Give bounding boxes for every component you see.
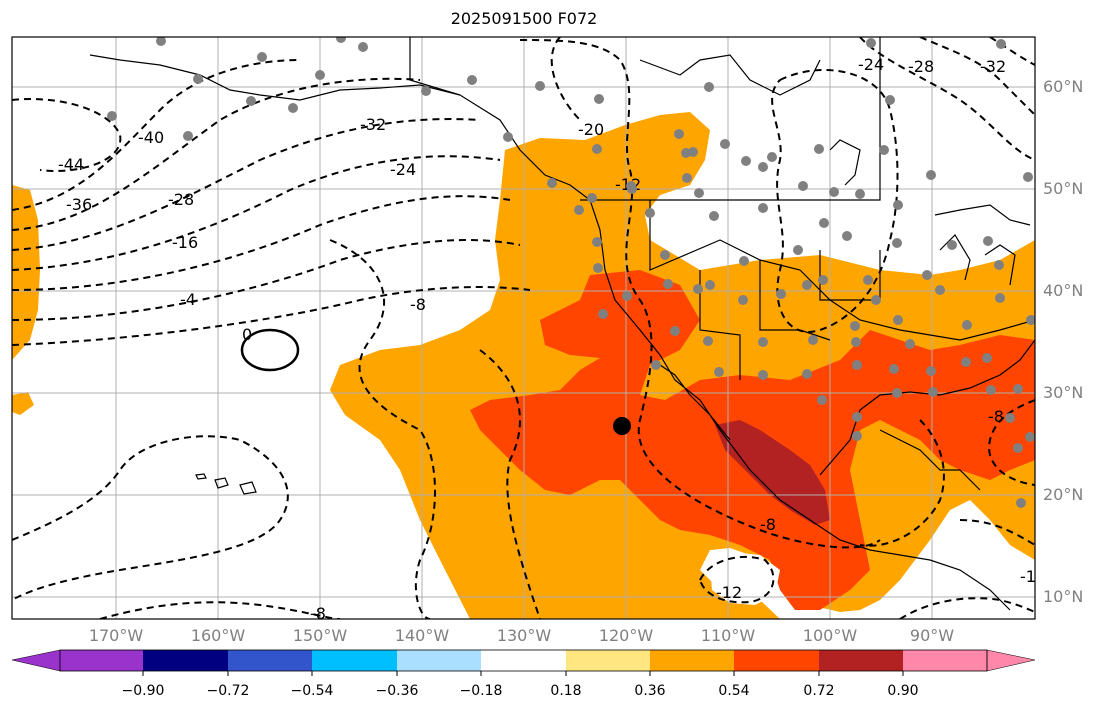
colorbar-tick-label: 0.72: [803, 683, 835, 699]
lat-label: 40°N: [1043, 281, 1084, 300]
colorbar-tick-label: 0.36: [634, 683, 666, 699]
grid: [12, 37, 1035, 619]
station-markers: [107, 37, 1035, 508]
contour-label: -8: [410, 295, 426, 314]
contour-label: -28: [168, 190, 194, 209]
contour-label: -16: [172, 233, 198, 252]
contour-label: -20: [578, 120, 604, 139]
coastlines: [89, 37, 1035, 611]
colorbar-tick-label: 0.18: [550, 683, 582, 699]
colorbar: [11, 649, 1036, 676]
lon-label: 170°W: [88, 626, 144, 645]
contour-label: -8: [988, 407, 1004, 426]
contour-label: -24: [858, 55, 884, 74]
contour-label: -24: [390, 160, 416, 179]
contour-label: -8: [310, 604, 326, 623]
colorbar-tick-label: 0.54: [718, 683, 750, 699]
fill-orange-region: [330, 112, 1035, 619]
lon-label: 130°W: [496, 626, 552, 645]
colorbar-tick-label: −0.72: [206, 683, 250, 699]
lon-label: 90°W: [909, 626, 955, 645]
lon-label: 100°W: [802, 626, 858, 645]
contour-label: -44: [58, 155, 84, 174]
contour-zero: [240, 328, 300, 372]
colorbar-tick-label: −0.90: [121, 683, 165, 699]
lat-label: 20°N: [1043, 485, 1084, 504]
contour-label: -4: [180, 290, 196, 309]
contour-label: -8: [760, 515, 776, 534]
fill-orange-left: [12, 185, 40, 360]
contour-label: -32: [360, 115, 386, 134]
fill-orange-blob: [12, 392, 34, 415]
lon-label: 110°W: [700, 626, 756, 645]
contour-label: -28: [908, 57, 934, 76]
lat-label: 60°N: [1043, 77, 1084, 96]
contour-label: -36: [66, 195, 92, 214]
colorbar-tick-label: 0.90: [887, 683, 919, 699]
colorbar-tick-label: −0.18: [459, 683, 503, 699]
contour-label: 0: [242, 325, 252, 344]
colorbar-tick-label: −0.54: [290, 683, 334, 699]
lon-label: 140°W: [394, 626, 450, 645]
map-title: 2025091500 F072: [450, 9, 598, 28]
contours: [12, 37, 1035, 619]
lat-label: 30°N: [1043, 383, 1084, 402]
colorbar-tick-label: −0.36: [375, 683, 419, 699]
contour-label: -1: [1020, 567, 1036, 586]
lat-label: 50°N: [1043, 179, 1084, 198]
lon-label: 160°W: [190, 626, 246, 645]
contour-label: -32: [980, 57, 1006, 76]
fill-darkred-region: [715, 420, 830, 525]
black-dot-marker: [613, 417, 631, 435]
lon-label: 120°W: [598, 626, 654, 645]
lat-label: 10°N: [1043, 587, 1084, 606]
contour-label: -40: [138, 128, 164, 147]
lon-label: 150°W: [292, 626, 348, 645]
contour-label: -12: [716, 583, 742, 602]
